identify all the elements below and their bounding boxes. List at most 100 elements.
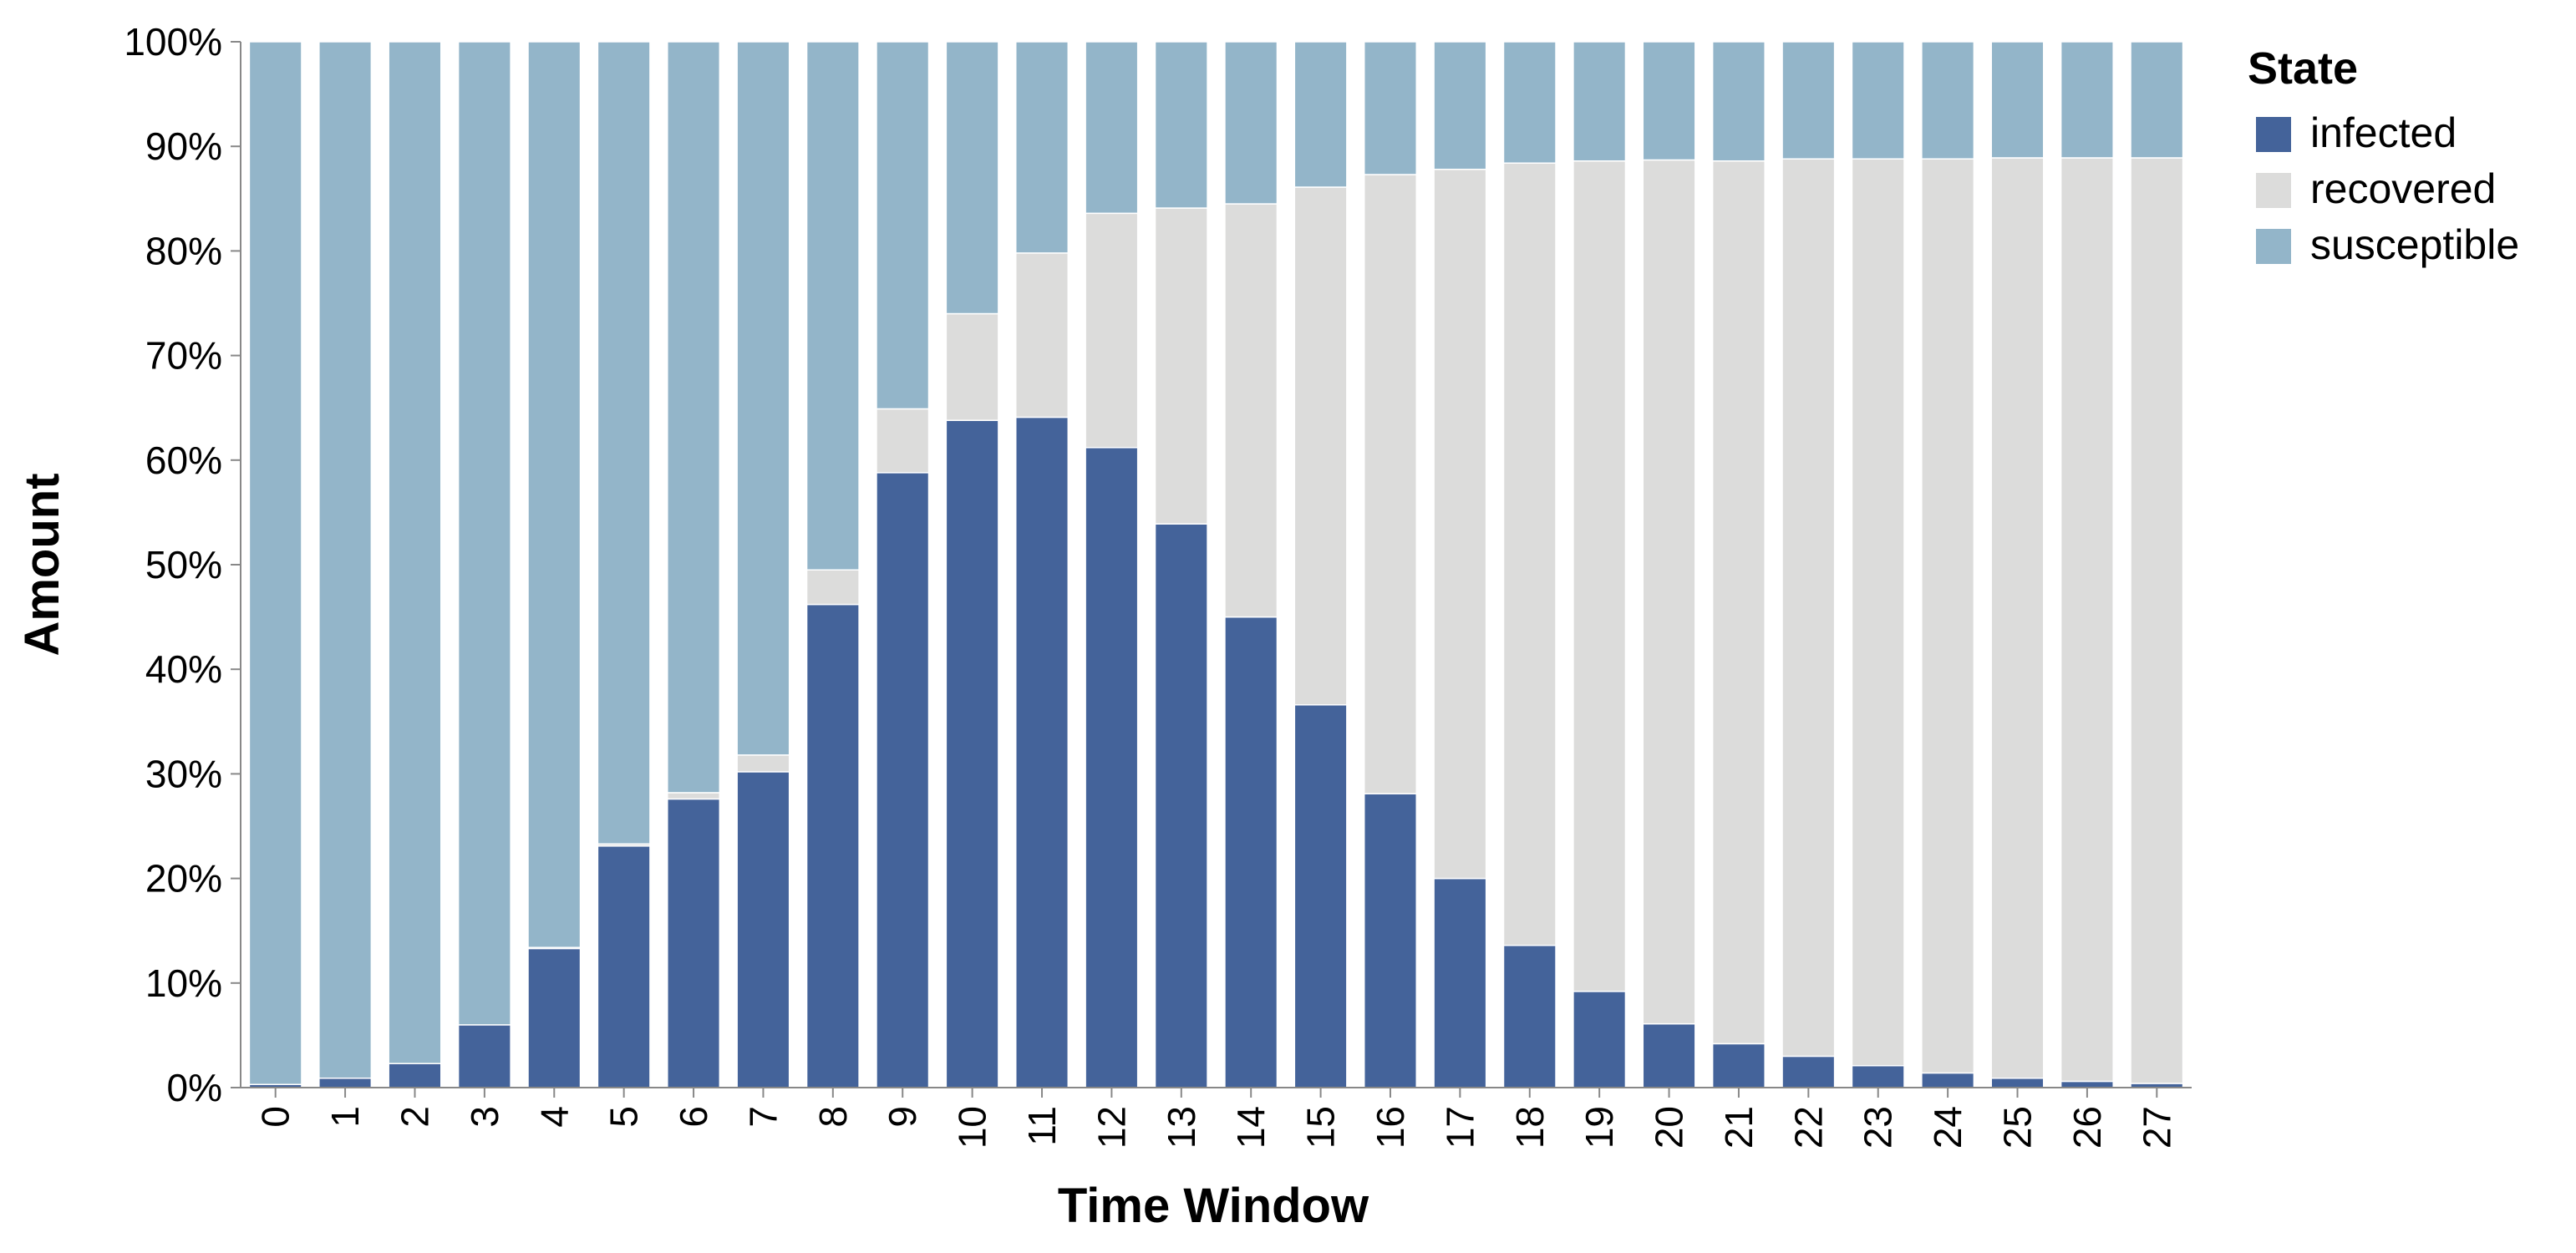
y-tick-label: 100%	[124, 20, 222, 63]
bar-susceptible-11	[1015, 41, 1070, 254]
bar-recovered-14	[1224, 203, 1278, 618]
x-tick-label: 25	[1996, 1106, 2040, 1149]
x-tick-label: 24	[1926, 1106, 1969, 1149]
bar-susceptible-12	[1085, 41, 1139, 215]
x-tick-label: 26	[2065, 1106, 2109, 1149]
bar-infected-18	[1502, 944, 1557, 1088]
x-tick-label: 23	[1857, 1106, 1900, 1149]
x-tick-label: 6	[672, 1106, 715, 1128]
bar-susceptible-19	[1573, 41, 1627, 162]
y-axis: 0% 10% 20% 30% 40% 50% 60% 70% 80% 90% 100%	[124, 20, 241, 1109]
x-tick-label: 4	[532, 1106, 576, 1128]
y-tick-label: 70%	[145, 334, 222, 378]
bar-infected-1	[318, 1077, 373, 1088]
bar-recovered-27	[2130, 157, 2184, 1084]
y-tick-label: 20%	[145, 857, 222, 900]
bar-recovered-17	[1433, 168, 1487, 880]
bar-susceptible-13	[1154, 41, 1208, 209]
x-tick-label: 5	[602, 1106, 646, 1128]
bar-recovered-23	[1851, 158, 1905, 1067]
bar-recovered-6	[667, 792, 721, 800]
legend-title: State	[2248, 43, 2358, 94]
x-tick-label: 19	[1578, 1106, 1621, 1149]
bar-susceptible-16	[1363, 41, 1417, 175]
bar-infected-7	[736, 771, 790, 1088]
y-tick-label: 80%	[145, 229, 222, 272]
y-tick-label: 60%	[145, 439, 222, 482]
bar-infected-20	[1642, 1022, 1696, 1088]
bar-recovered-21	[1711, 160, 1766, 1045]
x-tick-label: 7	[741, 1106, 785, 1128]
bar-susceptible-14	[1224, 41, 1278, 205]
bar-recovered-20	[1642, 159, 1696, 1025]
bar-infected-17	[1433, 877, 1487, 1088]
x-tick-label: 8	[811, 1106, 855, 1128]
bar-recovered-16	[1363, 174, 1417, 794]
x-tick-label: 10	[951, 1106, 994, 1149]
bar-recovered-8	[805, 569, 860, 606]
bar-infected-4	[527, 947, 582, 1088]
bar-susceptible-18	[1502, 41, 1557, 164]
bar-infected-24	[1921, 1072, 1975, 1088]
bar-susceptible-2	[388, 41, 442, 1064]
x-tick-label: 15	[1299, 1106, 1343, 1149]
bar-recovered-25	[1990, 157, 2045, 1079]
x-tick-label: 11	[1020, 1106, 1064, 1146]
legend-swatch-recovered	[2256, 173, 2291, 208]
legend-label-infected: infected	[2310, 109, 2457, 156]
bar-infected-23	[1851, 1064, 1905, 1088]
bar-infected-21	[1711, 1042, 1766, 1088]
legend-swatch-infected	[2256, 117, 2291, 152]
bar-infected-10	[945, 419, 999, 1088]
bar-recovered-19	[1573, 160, 1627, 992]
bar-recovered-13	[1154, 207, 1208, 525]
bar-recovered-7	[736, 754, 790, 773]
bar-susceptible-21	[1711, 41, 1766, 162]
bar-susceptible-0	[248, 41, 302, 1085]
bar-infected-16	[1363, 793, 1417, 1088]
bar-recovered-18	[1502, 162, 1557, 946]
y-axis-title: Amount	[15, 473, 69, 656]
bar-infected-2	[388, 1063, 442, 1088]
bar-infected-9	[876, 472, 930, 1088]
x-tick-label: 9	[881, 1106, 924, 1128]
bar-infected-14	[1224, 616, 1278, 1088]
bar-susceptible-20	[1642, 41, 1696, 161]
x-axis-title: Time Window	[1058, 1179, 1369, 1233]
x-tick-label: 27	[2135, 1106, 2178, 1149]
bar-susceptible-3	[457, 41, 511, 1026]
bar-infected-25	[1990, 1077, 2045, 1088]
bar-recovered-11	[1015, 252, 1070, 419]
bar-susceptible-7	[736, 41, 790, 756]
x-tick-label: 13	[1160, 1106, 1203, 1149]
x-tick-label: 17	[1438, 1106, 1481, 1149]
legend: State infected recovered susceptible	[2248, 43, 2519, 268]
bar-infected-5	[597, 845, 651, 1088]
bar-susceptible-22	[1781, 41, 1836, 160]
bars-group	[248, 41, 2184, 1088]
bar-infected-15	[1293, 704, 1348, 1088]
x-tick-label: 18	[1508, 1106, 1552, 1149]
x-tick-label: 3	[463, 1106, 506, 1128]
bar-susceptible-27	[2130, 41, 2184, 159]
x-tick-label: 20	[1648, 1106, 1691, 1149]
x-axis: 0 1 2 3 4 5 6 7 8 9 10 11 12 13 14 15 16 17 18 19 20 21 22 23 24…	[241, 1087, 2192, 1149]
x-tick-label: 0	[254, 1106, 297, 1128]
bar-susceptible-4	[527, 41, 582, 948]
x-tick-label: 14	[1229, 1106, 1273, 1149]
bar-recovered-24	[1921, 158, 1975, 1074]
bar-susceptible-6	[667, 41, 721, 794]
x-tick-label: 16	[1369, 1106, 1412, 1149]
y-tick-label: 50%	[145, 543, 222, 586]
bar-infected-26	[2060, 1080, 2114, 1088]
bar-susceptible-15	[1293, 41, 1348, 188]
bar-infected-6	[667, 798, 721, 1088]
x-tick-label: 22	[1786, 1106, 1830, 1149]
bar-susceptible-23	[1851, 41, 1905, 160]
bar-recovered-22	[1781, 158, 1836, 1058]
bar-infected-13	[1154, 523, 1208, 1088]
y-tick-label: 30%	[145, 752, 222, 795]
bar-infected-12	[1085, 447, 1139, 1088]
bar-susceptible-25	[1990, 41, 2045, 159]
bar-susceptible-10	[945, 41, 999, 315]
